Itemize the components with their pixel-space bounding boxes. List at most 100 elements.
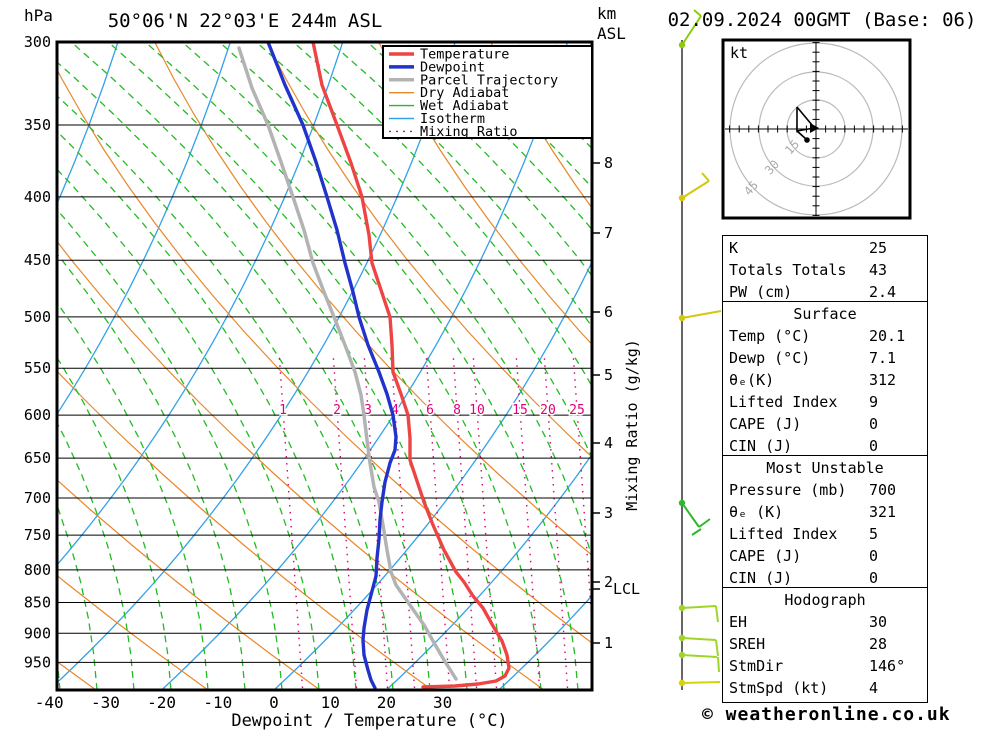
svg-text:0: 0 [269, 693, 279, 712]
svg-text:6: 6 [604, 303, 613, 321]
wet-adiabat-line [219, 43, 591, 557]
svg-text:4: 4 [604, 434, 613, 452]
svg-text:1: 1 [279, 403, 287, 418]
wet-adiabat-line [58, 62, 431, 689]
table-row: CAPE (J) 0 [729, 547, 879, 565]
table-row: CIN (J) 0 [729, 569, 879, 587]
parcel-trajectory-curve [237, 46, 458, 681]
svg-text:8: 8 [453, 403, 461, 418]
svg-text:15: 15 [512, 403, 528, 418]
svg-text:2: 2 [333, 403, 341, 418]
wind-barb [717, 656, 720, 673]
axis-labels: 3003504004505005506006507007508008509009… [24, 33, 641, 731]
station-title: 50°06'N 22°03'E 244m ASL [107, 10, 383, 32]
svg-text:900: 900 [24, 624, 51, 642]
wet-adiabat-line [58, 210, 283, 689]
table-row: StmSpd (kt) 4 [729, 679, 879, 697]
svg-text:10: 10 [321, 693, 340, 712]
table-row: K 25 [729, 239, 888, 257]
most-unstable-table: Most Unstable Pressure (mb) 700 θₑ (K) 321 L… [722, 455, 928, 590]
pressure-axis-unit: hPa [24, 6, 53, 25]
hodograph-table-title: Hodograph [784, 591, 866, 609]
hodograph-trace [796, 130, 807, 140]
svg-text:4: 4 [391, 403, 399, 418]
wet-adiabat-line [145, 43, 542, 689]
mixing-axis-label: Mixing Ratio (g/kg) [623, 339, 641, 511]
svg-text:700: 700 [24, 489, 51, 507]
table-row: Totals Totals 43 [729, 261, 888, 279]
svg-text:350: 350 [24, 116, 51, 134]
table-row: Lifted Index 9 [729, 393, 879, 411]
wind-barb [681, 310, 722, 319]
surface-table-title: Surface [793, 305, 857, 323]
wind-level-dot [678, 194, 686, 202]
table-row: θₑ (K) 321 [729, 503, 897, 521]
wind-level-dot [678, 651, 686, 659]
table-row: StmDir 146° [729, 657, 906, 675]
svg-text:400: 400 [24, 188, 51, 206]
wet-adiabat-line [58, 169, 320, 689]
wind-barb [681, 637, 717, 641]
isotherm-line [58, 43, 119, 203]
wet-adiabat-line [71, 43, 468, 689]
svg-text:3: 3 [364, 403, 372, 418]
mixing-ratio-labels: 1 2 3 4 6 8 10 15 20 25 [278, 402, 587, 420]
legend-label: Dewpoint [420, 59, 485, 75]
hodograph-arrow-head [810, 123, 819, 133]
dewpoint-curve [266, 43, 398, 689]
svg-text:800: 800 [24, 561, 51, 579]
wind-barb [681, 605, 717, 609]
wet-adiabat-line [58, 131, 357, 689]
dry-adiabat-line [58, 241, 544, 689]
copyright: © weatheronline.co.uk [702, 704, 951, 725]
plot-frame [55, 40, 594, 692]
svg-text:950: 950 [24, 653, 51, 671]
table-row: CIN (J) 0 [729, 437, 879, 455]
wet-adiabat-line [58, 506, 98, 689]
isotherm-line [0, 42, 6, 690]
hodograph-trace [796, 106, 813, 126]
table-row: Temp (°C) 20.1 [729, 327, 906, 345]
wind-barb [715, 639, 719, 657]
stability-indices-table: K 25 Totals Totals 43 PW (cm) 2.4 [722, 235, 928, 304]
wet-adiabat-line [108, 43, 505, 689]
skewt-background-lines [0, 42, 591, 690]
wind-barb [691, 528, 702, 536]
svg-text:3: 3 [604, 504, 613, 522]
svg-text:-30: -30 [91, 693, 120, 712]
wet-adiabat-line [182, 43, 579, 689]
table-row: Lifted Index 5 [729, 525, 879, 543]
wind-level-dot [678, 41, 686, 49]
wind-barb [681, 15, 702, 46]
wet-adiabat-line [58, 358, 172, 689]
wet-adiabat-line [58, 95, 394, 689]
svg-text:1: 1 [604, 634, 613, 652]
wet-adiabat-line [58, 423, 135, 689]
temperature-curve [311, 43, 511, 689]
wind-barb [681, 502, 700, 528]
dry-adiabat-line [58, 70, 591, 644]
wind-barb [693, 9, 702, 17]
svg-text:5: 5 [604, 366, 613, 384]
wind-level-dot [678, 634, 686, 642]
pressure-gridlines [57, 41, 592, 663]
svg-text:500: 500 [24, 308, 51, 326]
wet-adiabat-line [330, 43, 591, 327]
svg-text:850: 850 [24, 594, 51, 612]
legend-label: Parcel Trajectory [420, 72, 558, 88]
wet-adiabat-line [58, 254, 246, 689]
svg-text:25: 25 [569, 403, 585, 418]
svg-text:20: 20 [377, 693, 396, 712]
svg-text:550: 550 [24, 359, 51, 377]
svg-text:20: 20 [540, 403, 556, 418]
wind-level-dot [678, 679, 686, 687]
dry-adiabat-line [490, 43, 591, 208]
dry-adiabat-line [378, 43, 591, 345]
most-unstable-table-title: Most Unstable [766, 459, 884, 477]
svg-text:10: 10 [469, 403, 485, 418]
svg-text:300: 300 [24, 33, 51, 51]
wet-adiabat-line [58, 302, 209, 689]
